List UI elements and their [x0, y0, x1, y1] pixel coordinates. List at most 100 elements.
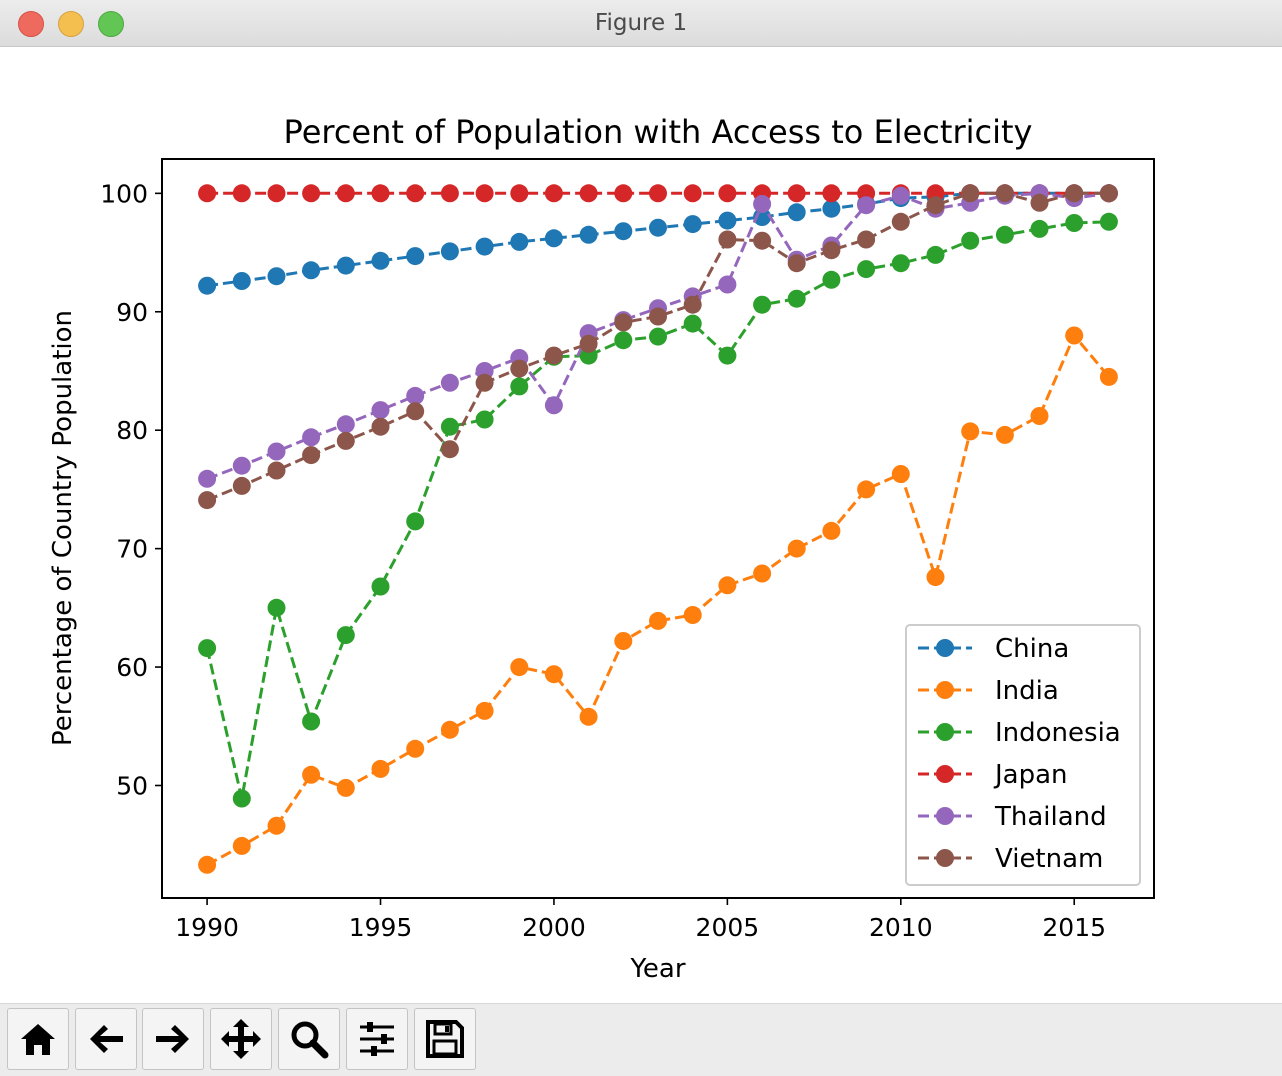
- x-tick-label: 1995: [349, 913, 413, 942]
- data-point-japan: [440, 184, 459, 203]
- line-chart: Percent of Population with Access to Ele…: [48, 113, 1155, 984]
- save-button[interactable]: [414, 1008, 476, 1070]
- pan-button[interactable]: [210, 1008, 272, 1070]
- data-point-vietnam: [995, 184, 1014, 203]
- data-point-india: [961, 422, 980, 441]
- title-bar: Figure 1: [0, 0, 1282, 47]
- data-point-vietnam: [649, 307, 667, 326]
- data-point-vietnam: [822, 241, 841, 260]
- data-point-vietnam: [753, 231, 772, 250]
- legend-marker: [936, 681, 954, 699]
- figure-canvas[interactable]: Percent of Population with Access to Ele…: [0, 47, 1282, 1003]
- data-point-indonesia: [995, 225, 1014, 244]
- data-point-india: [718, 576, 737, 595]
- data-point-indonesia: [614, 331, 633, 350]
- data-point-japan: [475, 184, 494, 203]
- data-point-india: [857, 480, 876, 499]
- floppy-disk-icon: [426, 1020, 464, 1058]
- data-point-china: [371, 251, 390, 270]
- data-point-vietnam: [371, 417, 390, 436]
- legend-marker: [936, 849, 954, 867]
- data-point-china: [787, 203, 806, 222]
- data-point-indonesia: [787, 289, 806, 308]
- data-point-vietnam: [302, 446, 321, 465]
- arrow-right-icon: [156, 1025, 189, 1053]
- series-line-india: [206, 332, 1111, 867]
- series-india: [198, 326, 1118, 874]
- data-point-indonesia: [406, 512, 425, 531]
- data-point-vietnam: [406, 402, 425, 421]
- data-point-vietnam: [891, 212, 910, 231]
- data-point-japan: [649, 184, 667, 203]
- data-point-vietnam: [926, 196, 945, 215]
- data-point-thailand: [302, 428, 321, 447]
- data-point-india: [1099, 367, 1118, 386]
- data-point-vietnam: [232, 476, 251, 495]
- data-point-india: [614, 632, 633, 650]
- data-point-china: [649, 218, 667, 237]
- data-point-thailand: [753, 195, 772, 213]
- data-point-japan: [579, 184, 598, 203]
- legend-item-india: India: [918, 676, 1059, 706]
- x-tick-label: 2015: [1042, 913, 1106, 942]
- legend-item-china: China: [918, 634, 1069, 664]
- data-point-vietnam: [579, 334, 598, 353]
- home-button[interactable]: [7, 1008, 69, 1070]
- navigation-toolbar: [0, 1003, 1282, 1076]
- close-window-button[interactable]: [18, 11, 44, 37]
- magnifier-icon: [291, 1021, 329, 1059]
- arrow-left-icon: [90, 1025, 123, 1053]
- data-point-india: [302, 765, 321, 784]
- data-point-indonesia: [649, 327, 667, 346]
- legend-label: China: [995, 634, 1069, 664]
- data-point-vietnam: [475, 373, 494, 392]
- data-point-japan: [510, 184, 529, 203]
- data-point-thailand: [336, 415, 355, 434]
- data-point-indonesia: [961, 231, 980, 250]
- data-point-japan: [683, 184, 702, 203]
- data-point-thailand: [891, 186, 910, 205]
- data-point-vietnam: [961, 184, 980, 203]
- data-point-thailand: [544, 396, 563, 415]
- data-point-vietnam: [1065, 184, 1084, 203]
- forward-button[interactable]: [142, 1008, 204, 1070]
- legend-item-vietnam: Vietnam: [918, 844, 1103, 874]
- minimize-window-button[interactable]: [58, 11, 84, 37]
- data-point-japan: [544, 184, 563, 203]
- data-point-china: [440, 242, 459, 261]
- data-point-china: [475, 237, 494, 256]
- legend-item-japan: Japan: [918, 760, 1068, 790]
- y-axis-label: Percentage of Country Population: [48, 310, 78, 746]
- data-point-indonesia: [302, 712, 321, 731]
- back-button[interactable]: [75, 1008, 137, 1070]
- data-point-indonesia: [683, 314, 702, 333]
- data-point-indonesia: [440, 417, 459, 436]
- maximize-window-button[interactable]: [98, 11, 124, 37]
- legend-marker: [936, 639, 954, 657]
- legend-item-indonesia: Indonesia: [918, 718, 1121, 748]
- y-tick-label: 100: [100, 179, 148, 208]
- legend-marker: [936, 765, 954, 783]
- data-point-vietnam: [683, 295, 702, 314]
- configure-subplots-button[interactable]: [346, 1008, 408, 1070]
- data-point-india: [267, 816, 286, 835]
- data-point-vietnam: [718, 230, 737, 249]
- legend-frame: [905, 624, 1141, 886]
- data-point-china: [822, 199, 841, 218]
- series-vietnam: [198, 184, 1118, 510]
- data-point-vietnam: [440, 440, 459, 459]
- legend-marker: [936, 807, 954, 825]
- legend: China India Indonesia Japan Thailand Vietnam: [905, 624, 1141, 886]
- legend-label: India: [995, 676, 1059, 706]
- data-point-indonesia: [857, 260, 876, 279]
- legend-label: Thailand: [994, 802, 1107, 832]
- data-point-japan: [614, 184, 633, 203]
- data-point-japan: [406, 184, 425, 203]
- y-tick-label: 60: [116, 653, 148, 682]
- data-point-indonesia: [926, 245, 945, 264]
- zoom-button[interactable]: [278, 1008, 340, 1070]
- data-point-indonesia: [1030, 219, 1049, 238]
- data-point-thailand: [406, 386, 425, 405]
- data-point-india: [891, 465, 910, 483]
- data-point-thailand: [267, 442, 286, 461]
